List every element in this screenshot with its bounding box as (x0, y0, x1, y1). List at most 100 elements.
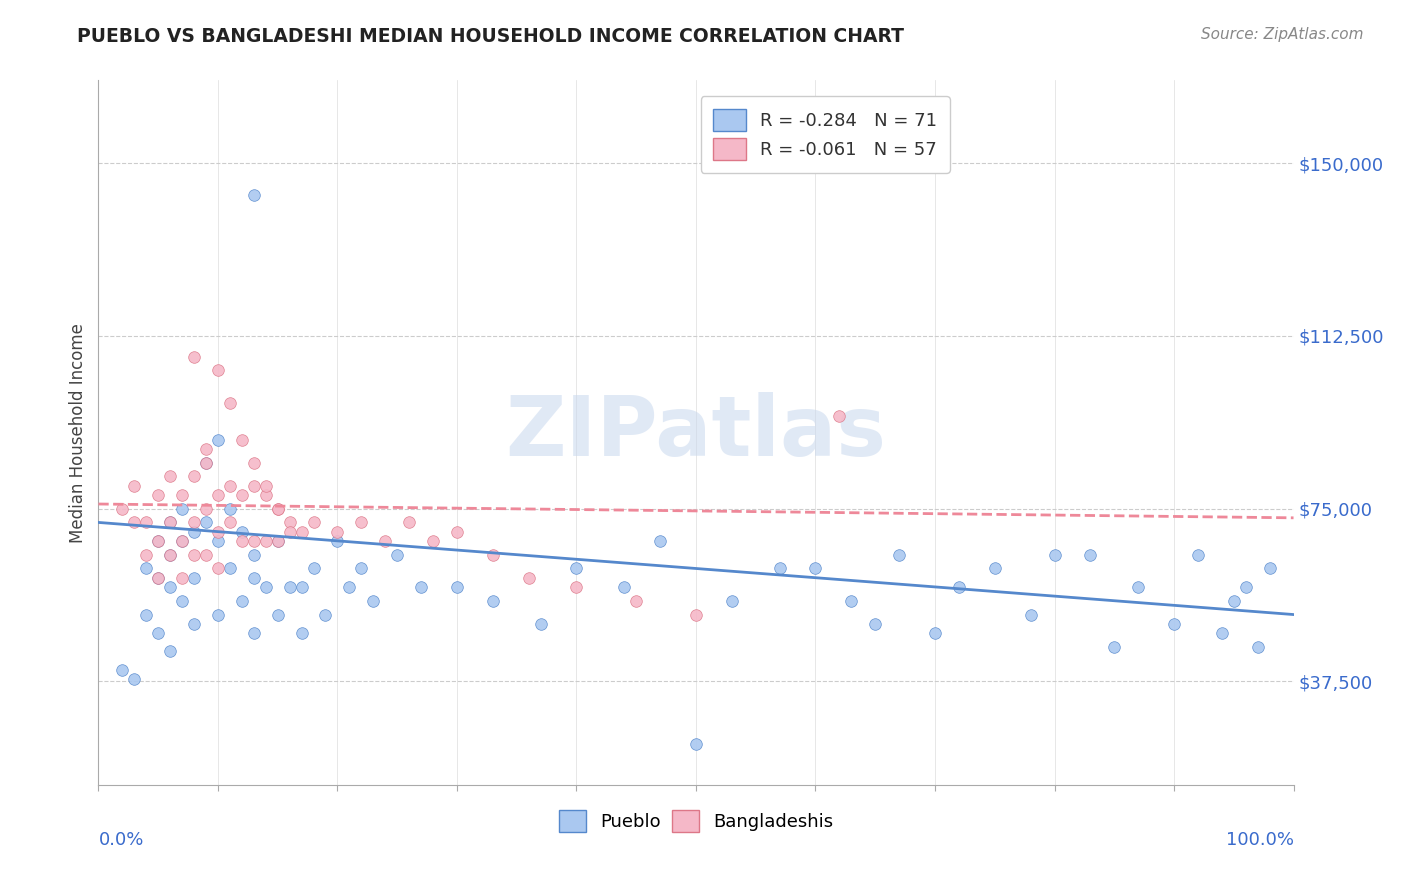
Point (948, 580, 970, 594)
Point (183, 469, 205, 483)
Point (219, 516, 242, 530)
Point (924, 626, 946, 640)
Point (267, 533, 290, 548)
Point (565, 580, 588, 594)
Point (148, 571, 170, 585)
Point (1234, 580, 1257, 594)
Text: 100.0%: 100.0% (1226, 830, 1294, 849)
Point (148, 488, 170, 502)
Point (207, 488, 229, 502)
Point (172, 533, 194, 548)
Point (159, 548, 181, 562)
Point (183, 548, 205, 562)
Point (398, 516, 420, 530)
Point (530, 616, 553, 631)
Point (159, 644, 181, 658)
Point (685, 737, 707, 751)
Point (685, 607, 707, 622)
Point (350, 561, 373, 575)
Point (1223, 593, 1246, 607)
Point (159, 516, 181, 530)
Point (278, 580, 301, 594)
Point (315, 607, 337, 622)
Point (207, 524, 229, 539)
Point (768, 561, 790, 575)
Point (219, 395, 242, 409)
Point (1043, 548, 1066, 562)
Point (1104, 640, 1126, 654)
Point (565, 561, 588, 575)
Point (326, 524, 349, 539)
Point (865, 616, 887, 631)
Point (291, 524, 314, 539)
Point (183, 516, 205, 530)
Point (350, 516, 373, 530)
Point (231, 593, 253, 607)
Point (243, 571, 266, 585)
Point (135, 561, 157, 575)
Point (841, 593, 863, 607)
Point (446, 580, 468, 594)
Point (172, 501, 194, 516)
Point (517, 571, 540, 585)
Point (135, 548, 157, 562)
Point (111, 663, 134, 677)
Point (613, 580, 636, 594)
Point (254, 488, 277, 502)
Point (411, 580, 433, 594)
Point (291, 626, 314, 640)
Text: 0.0%: 0.0% (98, 830, 143, 849)
Point (243, 626, 266, 640)
Point (302, 561, 325, 575)
Point (148, 571, 170, 585)
Point (243, 548, 266, 562)
Point (1080, 548, 1102, 562)
Point (231, 524, 253, 539)
Point (828, 409, 851, 424)
Point (231, 533, 253, 548)
Point (172, 571, 194, 585)
Point (231, 488, 253, 502)
Point (219, 478, 242, 492)
Text: ZIPatlas: ZIPatlas (506, 392, 886, 473)
Point (302, 516, 325, 530)
Point (183, 524, 205, 539)
Point (267, 501, 290, 516)
Point (195, 456, 218, 470)
Point (422, 533, 444, 548)
Point (172, 593, 194, 607)
Point (148, 533, 170, 548)
Point (267, 607, 290, 622)
Point (183, 571, 205, 585)
Point (195, 501, 218, 516)
Point (148, 626, 170, 640)
Point (267, 501, 290, 516)
Point (183, 350, 205, 364)
Point (481, 593, 505, 607)
Point (481, 548, 505, 562)
Point (1187, 548, 1209, 562)
Point (291, 580, 314, 594)
Point (243, 456, 266, 470)
Point (135, 607, 157, 622)
Point (172, 533, 194, 548)
Point (363, 593, 385, 607)
Point (326, 533, 349, 548)
Point (207, 363, 229, 377)
Point (1163, 616, 1185, 631)
Point (984, 561, 1007, 575)
Point (195, 442, 218, 456)
Point (207, 433, 229, 447)
Point (195, 456, 218, 470)
Point (207, 561, 229, 575)
Point (267, 533, 290, 548)
Point (124, 672, 146, 686)
Point (195, 516, 218, 530)
Point (243, 478, 266, 492)
Point (254, 478, 277, 492)
Point (1258, 561, 1281, 575)
Point (124, 516, 146, 530)
Point (219, 561, 242, 575)
Point (1211, 626, 1233, 640)
Point (219, 501, 242, 516)
